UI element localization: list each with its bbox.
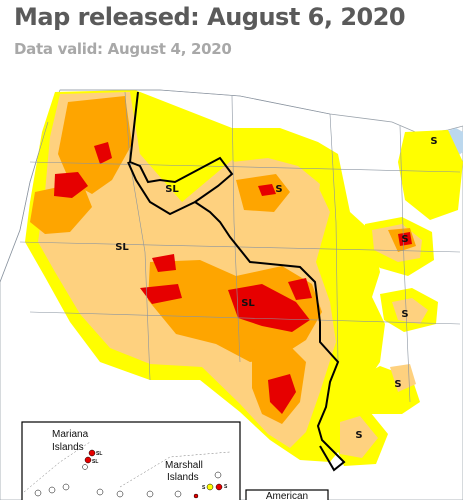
impact-label-s-louisiana: S (355, 430, 362, 441)
impact-label-s-minnesota: S (430, 136, 437, 147)
marshall-code-s2: S (224, 484, 228, 490)
midwest-border-line (329, 113, 339, 363)
drought-map: SL SL SL S S S S S S Mariana Islands SL … (0, 89, 463, 500)
impact-label-s-kansas: S (401, 309, 408, 320)
impact-label-s-arkansas: S (394, 379, 401, 390)
northern-border-line (60, 89, 331, 115)
state-borders (0, 89, 461, 403)
horizontal-border-1 (29, 161, 461, 173)
southwest-impact-line (194, 201, 346, 472)
marshall-islands-label-line1: Marshall (165, 460, 203, 471)
eastern-border-line (399, 125, 411, 403)
marshall-islands-label-line2: Islands (167, 472, 199, 483)
oregon-extreme-area (94, 142, 112, 164)
impact-label-s-iowa: S (401, 234, 408, 245)
wyoming-extreme-area (258, 184, 276, 196)
american-samoa-label: American (266, 491, 308, 500)
impact-label-sl-north: SL (165, 184, 179, 195)
data-valid-date: Data valid: August 4, 2020 (14, 40, 232, 58)
rocky-border-line (124, 91, 151, 381)
northern-california-extreme-area (54, 172, 88, 198)
impact-label-sl-nevada: SL (115, 242, 129, 253)
california-severe-area (30, 182, 92, 234)
severe-drought-areas (30, 96, 416, 424)
colorado-extreme-area (288, 278, 312, 300)
marshall-code-s1: S (202, 485, 206, 491)
impact-label-sl-four-corners: SL (241, 298, 255, 309)
extreme-drought-areas (54, 142, 412, 414)
gulf-moderate-area (340, 416, 378, 458)
map-title: Map released: August 6, 2020 (14, 3, 406, 31)
northern-impact-loop (127, 91, 234, 216)
great-plains-border-line (231, 95, 241, 363)
four-corners-severe-area (148, 260, 322, 362)
impact-boundaries (127, 91, 346, 472)
horizontal-border-2 (19, 241, 461, 253)
arizona-extreme-area (140, 284, 182, 304)
mariana-code-1: SL (96, 451, 102, 457)
four-corners-extreme-area (228, 284, 310, 332)
upper-midwest-dry-area (398, 130, 463, 220)
new-mexico-extreme-area (268, 374, 296, 414)
mariana-islands-label-line1: Mariana (52, 429, 89, 440)
impact-label-s-wyoming: S (275, 184, 282, 195)
iowa-extreme-area (398, 232, 412, 246)
mariana-islands-label-line2: Islands (52, 442, 84, 453)
pacific-islands-inset: Mariana Islands SL SL Marshall Islands S… (21, 421, 241, 500)
horizontal-border-3 (29, 311, 461, 325)
kansas-moderate-area (392, 298, 428, 324)
utah-extreme-area (152, 254, 176, 272)
mariana-code-2: SL (92, 459, 98, 465)
american-samoa-inset: American (245, 489, 329, 500)
west-coast-border-line (0, 121, 49, 283)
pacific-northwest-severe-area (58, 96, 132, 194)
